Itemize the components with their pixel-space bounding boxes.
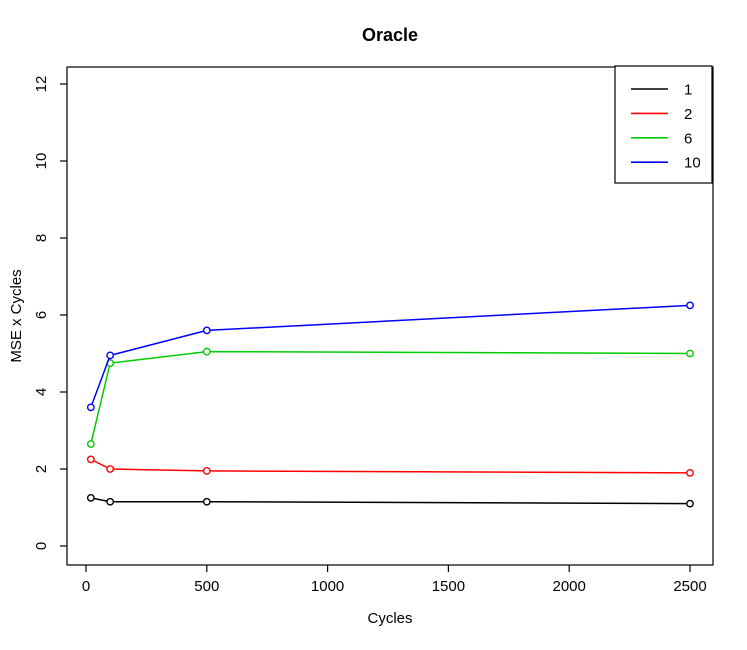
data-point-10: [106, 351, 115, 360]
data-point-2: [86, 455, 95, 464]
legend-label-10: 10: [684, 155, 701, 172]
data-point-6: [686, 349, 694, 358]
series-line-1: [90, 497, 691, 505]
legend-box: [614, 65, 713, 184]
chart-title: Oracle: [362, 25, 418, 45]
y-tick-label: 6: [33, 311, 50, 319]
y-tick-label: 12: [33, 76, 50, 93]
data-point-2: [106, 465, 115, 473]
series-line-10: [90, 304, 691, 408]
legend: 1 2 6 10: [614, 65, 713, 184]
x-tick-label: 2500: [673, 578, 706, 595]
x-tick-label: 500: [194, 578, 219, 595]
x-tick-label: 0: [82, 578, 90, 595]
x-tick-label: 1500: [432, 578, 465, 595]
y-tick-label: 10: [33, 153, 50, 170]
data-point-6: [86, 440, 95, 448]
y-tick-label: 2: [33, 465, 50, 473]
legend-label-1: 1: [684, 82, 692, 99]
data-point-2: [686, 468, 694, 477]
x-tick-label: 1000: [311, 578, 344, 595]
legend-label-6: 6: [684, 130, 692, 147]
data-point-1: [202, 497, 211, 506]
data-point-10: [202, 326, 211, 335]
y-tick-label: 4: [33, 388, 50, 396]
y-tick-label: 8: [33, 234, 50, 242]
series-line-6: [90, 350, 691, 445]
y-tick-label: 0: [33, 542, 50, 550]
y-axis-label: MSE x Cycles: [8, 269, 25, 362]
data-point-1: [686, 499, 694, 508]
legend-label-2: 2: [684, 106, 692, 123]
data-series: [86, 301, 694, 508]
series-line-2: [90, 458, 691, 474]
data-point-1: [86, 493, 95, 502]
data-point-10: [686, 301, 694, 310]
plot-box: [66, 66, 714, 566]
data-point-2: [202, 467, 211, 475]
data-point-1: [106, 497, 115, 506]
x-tick-label: 2000: [553, 578, 586, 595]
data-point-10: [86, 403, 95, 412]
data-point-6: [202, 347, 211, 356]
x-axis-label: Cycles: [367, 610, 412, 627]
